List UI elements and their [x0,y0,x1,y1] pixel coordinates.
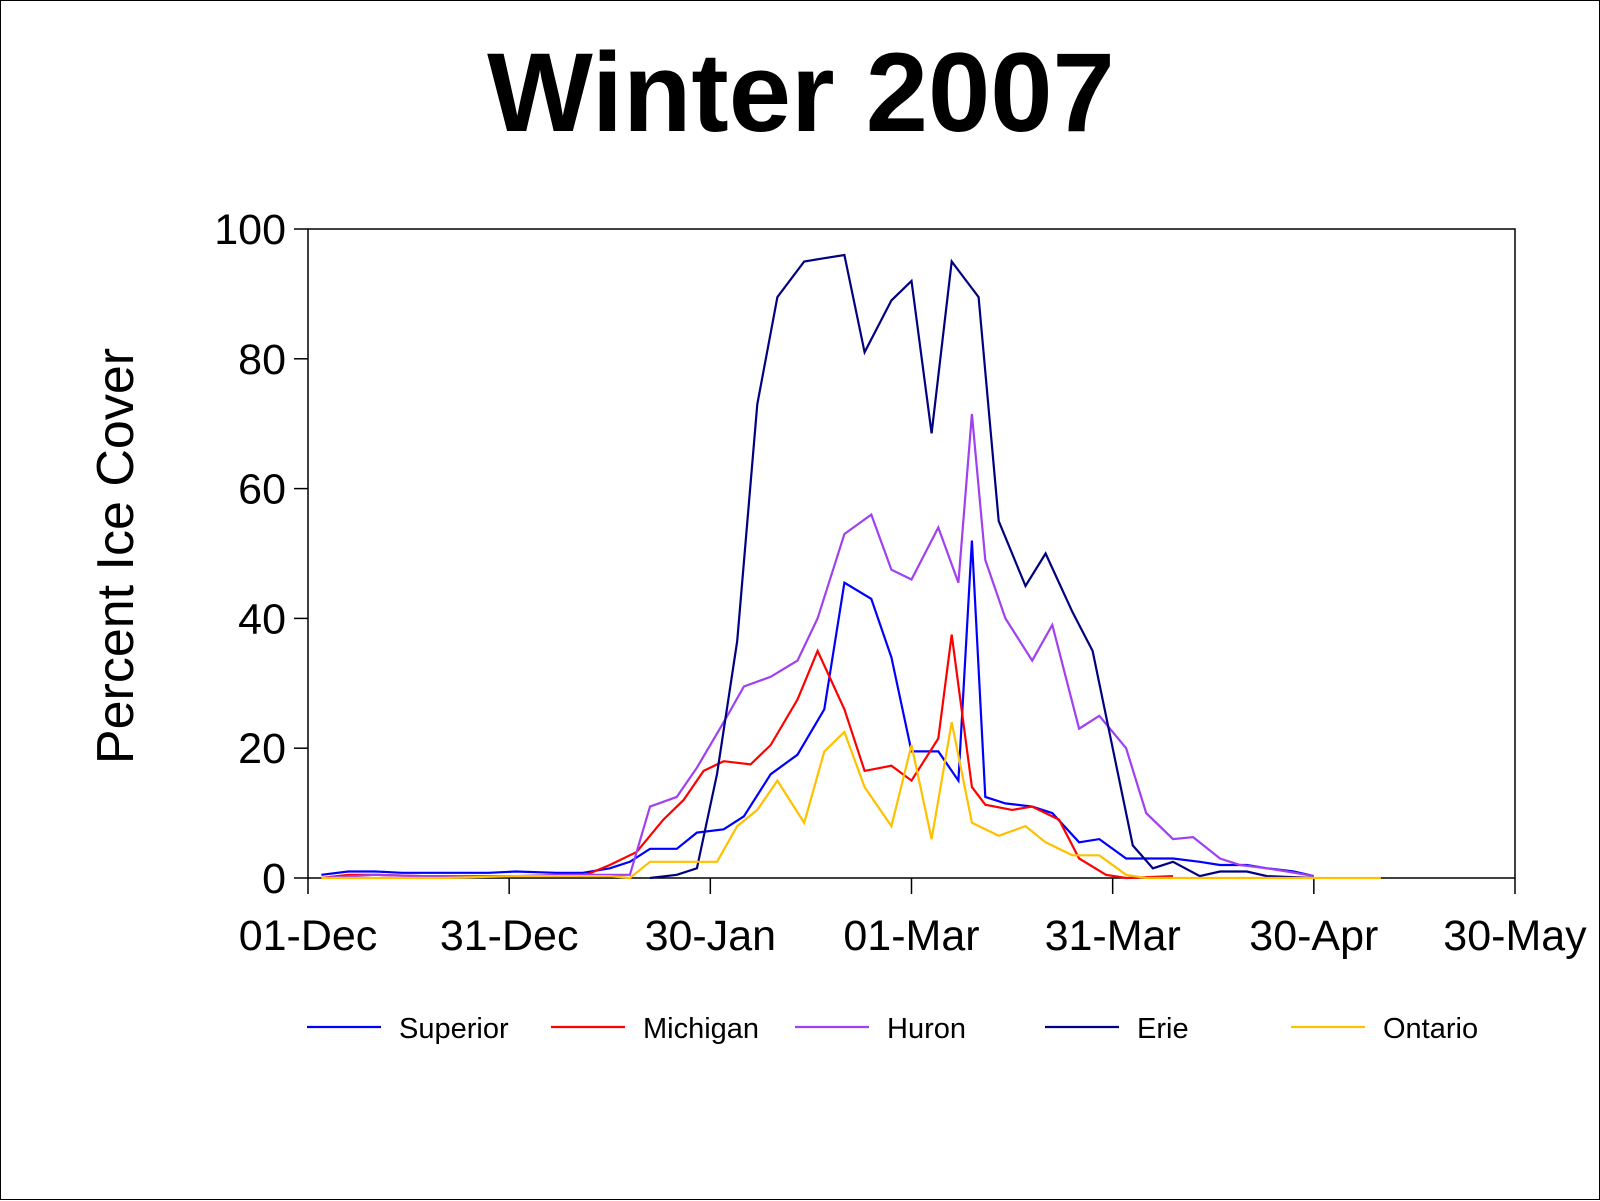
legend-label-michigan: Michigan [643,1013,759,1045]
x-axis: 01-Dec 31-Dec 30-Jan 01-Mar 31-Mar 30-Apr 30-M… [239,878,1587,960]
legend-label-ontario: Ontario [1383,1013,1478,1045]
x-tick-label: 01-Dec [239,912,378,960]
x-tick-label: 31-Dec [440,912,579,960]
x-tick-label: 30-Jan [645,912,776,960]
x-tick-label: 30-Apr [1249,912,1378,960]
y-tick-label: 0 [262,855,286,903]
y-tick-label: 100 [214,206,286,254]
chart-title: Winter 2007 [487,30,1115,155]
series-lines [321,253,1381,880]
legend: Superior Michigan Huron Erie Ontario [307,1013,1478,1045]
legend-label-huron: Huron [887,1013,966,1045]
y-tick-label: 60 [238,466,286,514]
y-axis: 0 20 40 60 80 100 [214,206,308,903]
legend-label-erie: Erie [1137,1013,1189,1045]
series-line-superior [321,540,1315,878]
x-tick-label: 30-May [1443,912,1587,960]
series-line-ontario [321,721,1381,880]
legend-label-superior: Superior [399,1013,509,1045]
y-tick-label: 20 [238,725,286,773]
series-line-erie [649,253,1314,880]
x-tick-label: 01-Mar [843,912,979,960]
y-tick-label: 80 [238,336,286,384]
x-tick-label: 31-Mar [1045,912,1181,960]
series-line-huron [321,413,1314,880]
y-tick-label: 40 [238,595,286,643]
y-axis-label: Percent Ice Cover [87,348,145,764]
